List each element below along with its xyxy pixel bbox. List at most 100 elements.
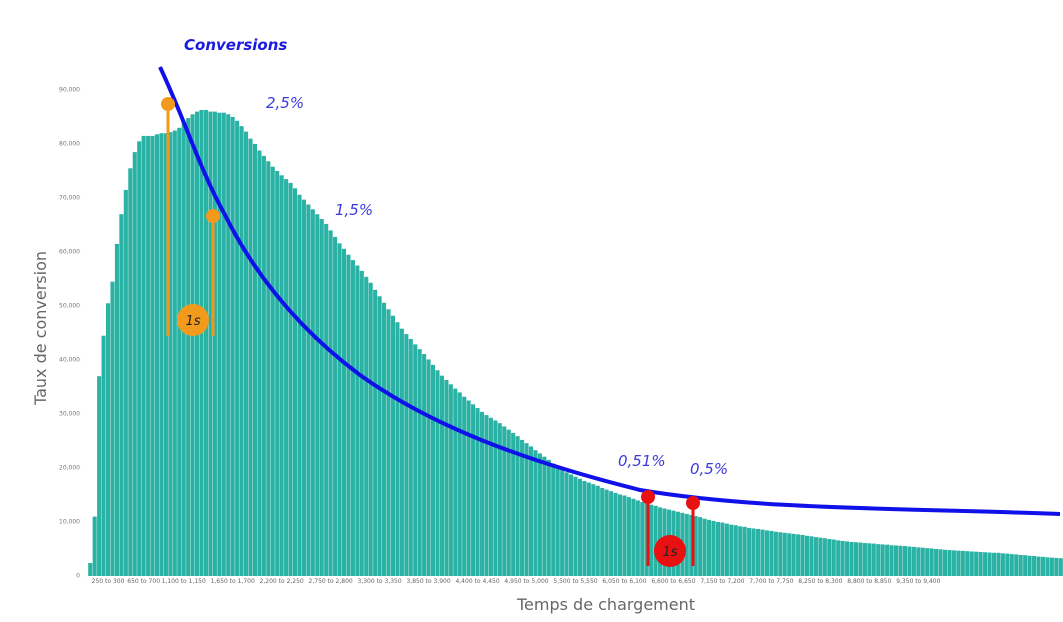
bar [328,230,333,576]
bar [97,376,102,576]
bar [836,540,841,576]
bar [1023,555,1028,576]
bar [1009,554,1014,576]
bar [738,526,743,576]
x-tick-label: 8,800 to 8,850 [847,578,891,585]
bar [573,476,578,576]
bar [724,523,729,576]
bar [266,161,271,576]
bar [199,109,204,576]
bar [1018,554,1023,576]
bar [569,474,574,576]
annotation: 1,5% [335,201,373,219]
bar [275,171,280,576]
bar [497,423,502,576]
bar [341,248,347,576]
bar [408,338,413,576]
bar [137,141,142,577]
bar [444,379,449,576]
x-tick-label: 9,350 to 9,400 [896,578,940,585]
bar [849,541,854,576]
bar [88,563,93,576]
bar [163,133,168,576]
bar [555,466,560,576]
bar [422,354,427,576]
y-tick-label: 50,000 [59,303,80,310]
bar [876,544,881,576]
bar [831,539,836,576]
bar [613,492,618,576]
bar [974,551,979,576]
bar [168,132,173,576]
bar [230,117,235,576]
bar [528,446,534,576]
bar [604,489,609,576]
bar [720,522,725,576]
bar [239,126,244,577]
bar [146,135,151,576]
bar [537,453,542,576]
bar [520,439,525,576]
bar [404,334,409,576]
bar [764,530,769,576]
bar [466,400,471,576]
bars [88,109,1063,577]
bar [827,539,832,576]
chart-title: Conversions [184,36,287,54]
bar [960,550,965,576]
bar [818,537,823,576]
x-tick-label: 7,150 to 7,200 [700,578,744,585]
bar [306,204,311,577]
bar [760,529,765,576]
x-axis-title: Temps de chargement [516,595,695,614]
bar [310,209,315,576]
bar [715,522,721,576]
bar [154,134,160,576]
bar [791,533,796,576]
bar [284,179,289,576]
bar [934,549,939,576]
x-tick-label: 6,050 to 6,100 [602,578,646,585]
x-tick-label: 4,950 to 5,000 [504,578,548,585]
bar [996,552,1001,576]
x-tick-label: 3,850 to 3,900 [406,578,450,585]
bar [1027,555,1032,576]
bar [809,536,814,576]
bar [956,550,961,576]
bar [951,550,956,576]
bar [177,127,182,577]
bar [591,484,596,576]
bar [252,144,257,576]
bar [301,199,306,576]
bar [430,364,436,576]
bar [689,514,694,576]
bar [248,138,253,576]
bar [804,535,810,576]
marker-dot [161,97,175,111]
bar [729,524,734,576]
bar [840,540,845,576]
bar [769,530,774,576]
bar [132,152,137,576]
bar [114,243,119,576]
y-tick-label: 10,000 [59,519,80,526]
bar [609,491,614,576]
y-tick-label: 30,000 [59,411,80,418]
bar [457,392,462,576]
x-tick-label: 5,500 to 5,550 [553,578,597,585]
bar [141,135,146,576]
bar [190,114,195,577]
bar [119,214,124,576]
bar [488,417,493,576]
bar [640,502,645,576]
bar [947,550,952,576]
badge-label: 1s [662,545,677,560]
marker-badge [177,304,209,336]
bar [938,549,943,576]
bar [987,552,992,576]
bar [319,219,324,576]
bar [822,538,827,576]
bar [911,546,916,576]
